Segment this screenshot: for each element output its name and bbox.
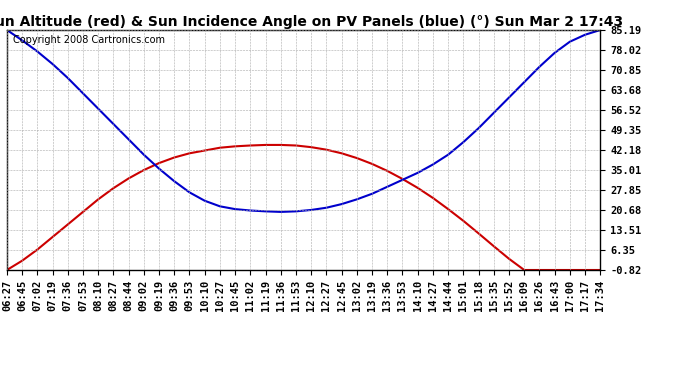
Text: Sun Altitude (red) & Sun Incidence Angle on PV Panels (blue) (°) Sun Mar 2 17:43: Sun Altitude (red) & Sun Incidence Angle… [0, 15, 622, 29]
Text: Copyright 2008 Cartronics.com: Copyright 2008 Cartronics.com [13, 35, 165, 45]
